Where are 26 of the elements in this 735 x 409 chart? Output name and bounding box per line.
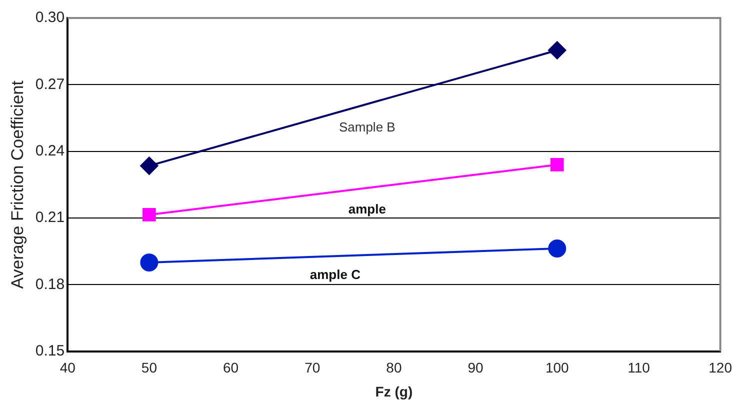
y-tick-label: 0.18 (35, 276, 65, 293)
point (550, 158, 564, 172)
x-tick-label: 50 (141, 360, 158, 376)
point (140, 156, 158, 175)
x-tick-label: 70 (304, 360, 320, 376)
y-tick-label: 0.30 (35, 9, 65, 26)
x-tick-label: 40 (60, 360, 76, 376)
x-tick-label: 100 (545, 360, 570, 376)
y-tick-label: 0.15 (35, 342, 65, 360)
series-label: ample (348, 201, 386, 216)
x-tick-label: 60 (222, 360, 239, 376)
x-tick-label: 110 (628, 360, 650, 376)
x-axis-title: Fz (g) (375, 383, 413, 400)
point (142, 208, 156, 222)
series-label: Sample B (338, 120, 396, 135)
y-tick-label: 0.27 (35, 76, 65, 93)
x-tick-label: 120 (708, 360, 732, 376)
y-axis-title: Average Friction Coefficient (8, 80, 27, 289)
x-tick-label: 80 (386, 360, 402, 376)
y-tick-label: 0.24 (35, 142, 65, 160)
point (140, 253, 158, 272)
point (548, 239, 566, 258)
y-tick-label: 0.21 (35, 209, 65, 226)
x-tick-label: 90 (468, 360, 484, 376)
point (548, 41, 566, 60)
series-label: ample C (310, 267, 362, 282)
